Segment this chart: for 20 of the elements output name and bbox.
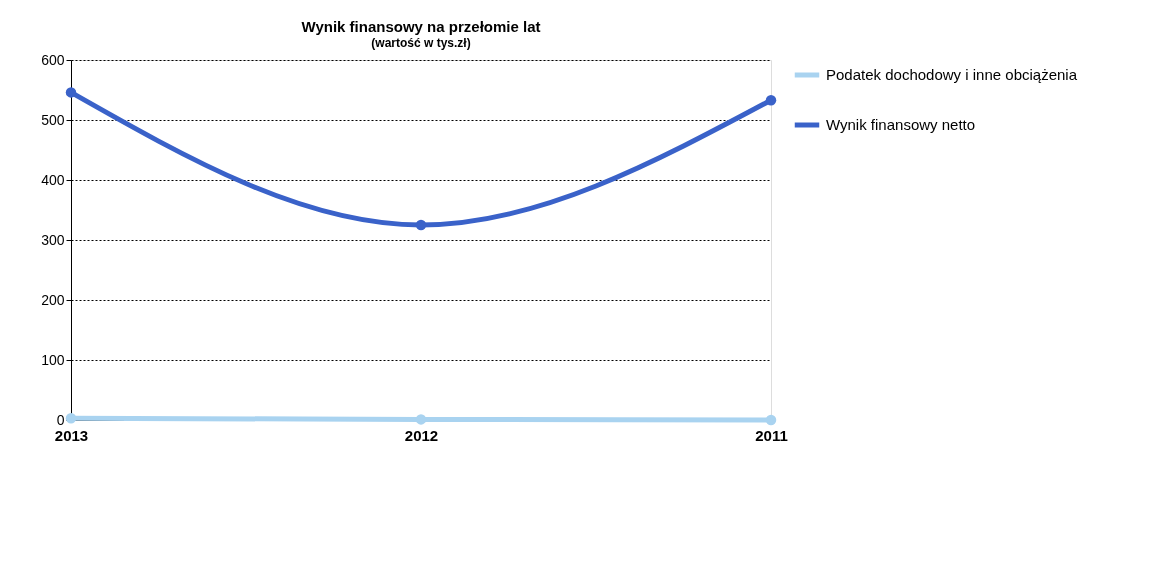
x-tick-label: 2013 [54, 426, 89, 444]
point [65, 87, 77, 98]
y-tick-label: 400 [41, 171, 65, 188]
chart-title: Wynik finansowy na przełomie lat [301, 18, 541, 35]
y-tick-label: 200 [41, 291, 65, 308]
point [65, 412, 77, 424]
point [415, 219, 427, 231]
y-tick-label: 0 [56, 411, 65, 428]
y-tick-label: 600 [41, 51, 65, 68]
y-tick-label: 300 [41, 231, 65, 248]
legend-label: Wynik finansowy netto [826, 116, 976, 133]
chart-subtitle: (wartość w tys.zł) [371, 36, 471, 50]
x-tick-label: 2011 [755, 426, 788, 444]
point [765, 94, 777, 106]
x-tick-label: 2012 [404, 426, 439, 444]
legend-label: Podatek dochodowy i inne obciążenia [826, 66, 1078, 83]
point [765, 414, 777, 426]
y-tick-label: 500 [41, 111, 65, 128]
point [415, 414, 427, 425]
y-tick-label: 100 [41, 351, 65, 368]
